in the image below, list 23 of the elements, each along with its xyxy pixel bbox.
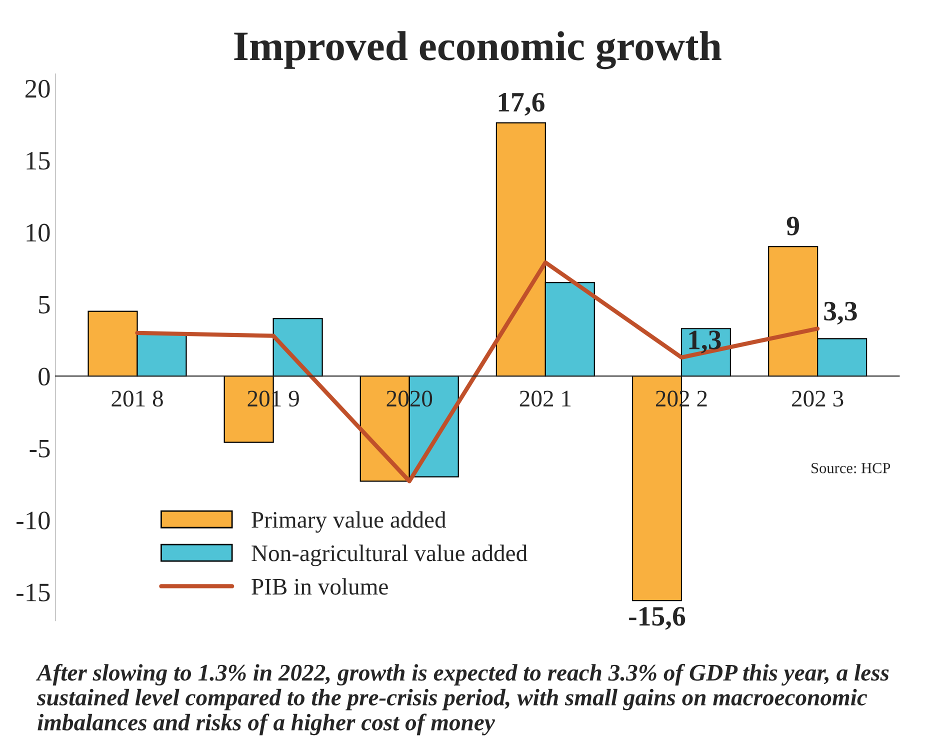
- y-tick-label: 10: [26, 224, 50, 242]
- x-tick-label: 202 3: [792, 390, 844, 407]
- x-tick-label: 2020: [386, 390, 432, 407]
- data-label: 17,6: [498, 92, 544, 116]
- legend-label: Non-agricultural value added: [252, 544, 528, 566]
- chart-title: Improved economic growth: [234, 31, 722, 70]
- data-label: -15,6: [629, 607, 686, 630]
- annotation: Source: HCP: [812, 462, 890, 474]
- data-label: 9: [786, 216, 800, 236]
- x-tick-label: 202 1: [520, 390, 571, 407]
- y-tick-label: -15: [16, 584, 50, 602]
- text: After slowing to 1.3% in 2022, growth is expected to reach 3.3% of GDP this year, a less sustained level compared to the pre-crisis period, with small gains on macroeconomic imbalances and risks of a higher cost of money: [36, 664, 889, 736]
- legend-label: Primary value added: [252, 511, 446, 533]
- data-label: 1,3: [689, 330, 721, 354]
- x-tick-label: 201 8: [112, 390, 163, 407]
- y-tick-label: -5: [30, 440, 50, 458]
- legend-label: PIB in volume: [252, 578, 388, 595]
- y-tick-label: 5: [39, 296, 50, 314]
- y-tick-label: -10: [16, 512, 50, 530]
- y-tick-label: 0: [38, 368, 50, 386]
- y-tick-label: 20: [26, 80, 50, 98]
- y-tick-label: 15: [26, 152, 50, 170]
- data-label: 3,3: [824, 302, 857, 325]
